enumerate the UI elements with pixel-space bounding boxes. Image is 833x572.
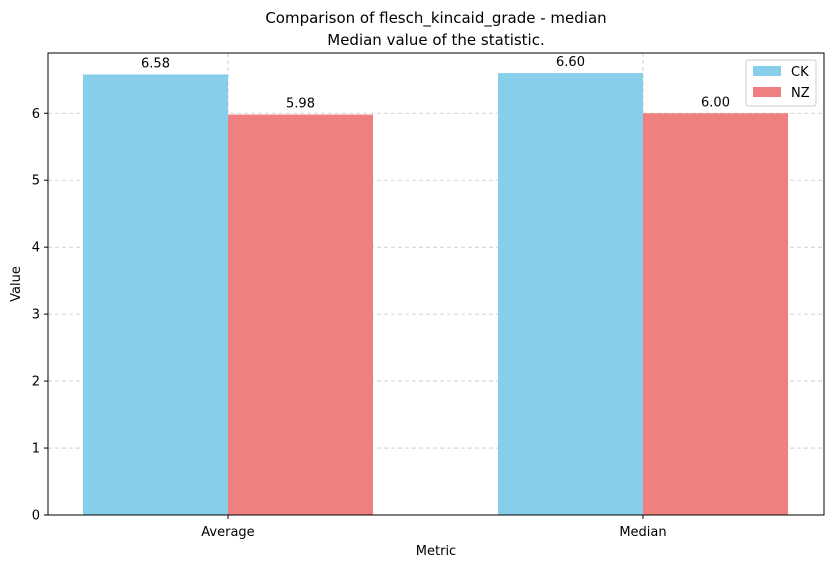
bar-value-label: 6.60 — [556, 55, 585, 70]
legend-swatch-ck — [753, 66, 781, 76]
y-tick-label: 2 — [32, 375, 40, 390]
bar-value-label: 5.98 — [286, 97, 315, 112]
y-tick-label: 4 — [32, 241, 40, 256]
bar-layer — [83, 73, 788, 516]
y-tick-label: 3 — [32, 308, 40, 323]
bar-label-layer: 6.58 6.60 5.98 6.00 — [141, 55, 730, 112]
x-tick-label: Median — [619, 525, 666, 540]
x-tick-label: Average — [201, 525, 254, 540]
bar-value-label: 6.58 — [141, 56, 170, 71]
chart-subtitle: Median value of the statistic. — [327, 31, 545, 49]
legend-label-nz: NZ — [791, 86, 810, 101]
bar-ck — [498, 73, 643, 515]
bar-nz — [643, 113, 788, 516]
legend-label-ck: CK — [791, 65, 809, 80]
legend: CK NZ — [745, 59, 817, 107]
bar-ck — [83, 74, 228, 515]
chart-title: Comparison of flesch_kincaid_grade - med… — [265, 9, 606, 28]
y-tick-label: 6 — [32, 107, 40, 122]
axis-layer: 0 1 2 3 4 5 6 Average Median — [32, 107, 667, 540]
x-axis-label: Metric — [416, 544, 456, 559]
bar-value-label: 6.00 — [701, 95, 730, 110]
legend-swatch-nz — [753, 87, 781, 97]
y-tick-label: 5 — [32, 174, 40, 189]
y-tick-label: 0 — [32, 509, 40, 524]
y-tick-label: 1 — [32, 442, 40, 457]
plot-frame — [47, 52, 825, 516]
bar-nz — [228, 114, 373, 515]
y-axis-label: Value — [9, 266, 24, 302]
